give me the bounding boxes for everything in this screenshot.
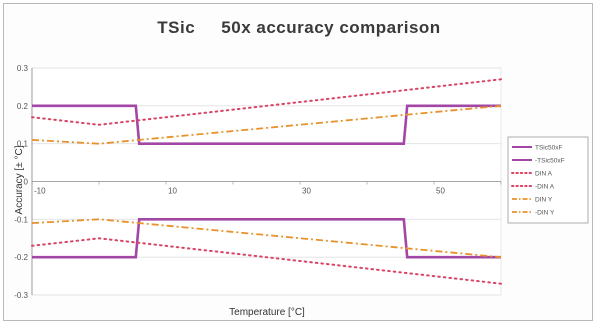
legend-label: DIN A [535, 171, 553, 178]
x-tick-label: 10 [168, 187, 177, 196]
y-tick-label: 0.2 [17, 102, 29, 111]
series-line [31, 78, 502, 126]
y-tick-label: -0.1 [14, 215, 28, 224]
series-line [31, 237, 502, 285]
series-line [31, 218, 502, 259]
y-tick-label: 0.3 [17, 64, 29, 73]
legend-label: -DIN Y [535, 210, 555, 217]
series-line [31, 104, 502, 145]
legend: TSic50xF -TSic50xF DIN A -DIN A DIN Y -DIN Y [511, 145, 565, 217]
series-line [32, 104, 501, 145]
legend-box [507, 136, 589, 224]
series-line [32, 218, 501, 259]
series-lines [31, 78, 502, 285]
x-tick-label: 50 [436, 187, 445, 196]
x-tick-labels: -10 10 30 50 [34, 187, 445, 196]
legend-label: -TSic50xF [535, 158, 565, 165]
y-tick-labels: -0.3 -0.2 -0.1 0 0.1 0.2 0.3 [14, 64, 28, 300]
legend-label: -DIN A [535, 184, 555, 191]
x-tick-label: -10 [34, 187, 46, 196]
x-tick-label: 30 [302, 187, 311, 196]
y-tick-label: -0.3 [14, 291, 28, 300]
y-tick-label: 0.1 [17, 140, 29, 149]
y-tick-label: -0.2 [14, 253, 28, 262]
x-axis-label: Temperature [°C] [229, 307, 305, 318]
chart-title: TSic 50x accuracy comparison [157, 18, 441, 37]
y-axis-label: Accuracy [± °C] [14, 145, 25, 214]
legend-label: DIN Y [535, 197, 553, 204]
y-tick-label: 0 [24, 178, 29, 187]
legend-label: TSic50xF [535, 145, 562, 152]
